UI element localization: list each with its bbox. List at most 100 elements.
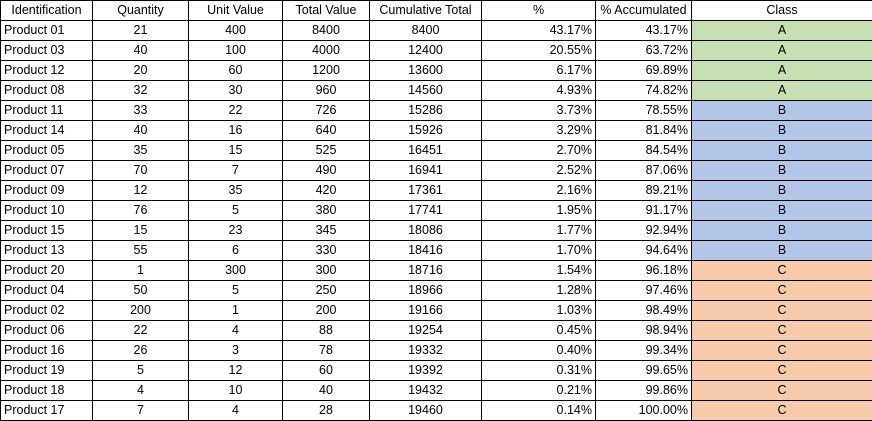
cell-percent-accumulated[interactable]: 43.17% [596, 21, 692, 41]
cell-percent[interactable]: 20.55% [482, 41, 596, 61]
header-percent-accumulated[interactable]: % Accumulated [596, 1, 692, 21]
cell-cumulative-total[interactable]: 18086 [370, 221, 482, 241]
cell-identification[interactable]: Product 06 [1, 321, 93, 341]
cell-cumulative-total[interactable]: 14560 [370, 81, 482, 101]
cell-class[interactable]: B [692, 121, 872, 141]
cell-cumulative-total[interactable]: 19254 [370, 321, 482, 341]
cell-class[interactable]: A [692, 61, 872, 81]
cell-percent[interactable]: 1.54% [482, 261, 596, 281]
cell-unit-value[interactable]: 3 [189, 341, 283, 361]
cell-class[interactable]: B [692, 201, 872, 221]
cell-total-value[interactable]: 200 [283, 301, 370, 321]
cell-identification[interactable]: Product 12 [1, 61, 93, 81]
cell-percent-accumulated[interactable]: 91.17% [596, 201, 692, 221]
cell-unit-value[interactable]: 22 [189, 101, 283, 121]
cell-class[interactable]: B [692, 141, 872, 161]
cell-cumulative-total[interactable]: 13600 [370, 61, 482, 81]
cell-quantity[interactable]: 21 [93, 21, 189, 41]
cell-cumulative-total[interactable]: 17361 [370, 181, 482, 201]
cell-unit-value[interactable]: 12 [189, 361, 283, 381]
cell-class[interactable]: A [692, 41, 872, 61]
cell-percent[interactable]: 2.16% [482, 181, 596, 201]
cell-percent[interactable]: 1.95% [482, 201, 596, 221]
cell-quantity[interactable]: 70 [93, 161, 189, 181]
cell-percent-accumulated[interactable]: 89.21% [596, 181, 692, 201]
cell-total-value[interactable]: 78 [283, 341, 370, 361]
cell-cumulative-total[interactable]: 19166 [370, 301, 482, 321]
cell-class[interactable]: C [692, 381, 872, 401]
cell-cumulative-total[interactable]: 18966 [370, 281, 482, 301]
cell-percent-accumulated[interactable]: 81.84% [596, 121, 692, 141]
cell-identification[interactable]: Product 01 [1, 21, 93, 41]
cell-percent[interactable]: 1.03% [482, 301, 596, 321]
cell-cumulative-total[interactable]: 15926 [370, 121, 482, 141]
cell-quantity[interactable]: 35 [93, 141, 189, 161]
cell-identification[interactable]: Product 18 [1, 381, 93, 401]
cell-identification[interactable]: Product 09 [1, 181, 93, 201]
cell-class[interactable]: B [692, 241, 872, 261]
cell-class[interactable]: B [692, 161, 872, 181]
cell-unit-value[interactable]: 5 [189, 201, 283, 221]
cell-quantity[interactable]: 22 [93, 321, 189, 341]
cell-quantity[interactable]: 200 [93, 301, 189, 321]
cell-class[interactable]: B [692, 101, 872, 121]
cell-percent-accumulated[interactable]: 63.72% [596, 41, 692, 61]
header-unit-value[interactable]: Unit Value [189, 1, 283, 21]
cell-unit-value[interactable]: 6 [189, 241, 283, 261]
cell-percent-accumulated[interactable]: 69.89% [596, 61, 692, 81]
cell-cumulative-total[interactable]: 8400 [370, 21, 482, 41]
cell-total-value[interactable]: 28 [283, 401, 370, 421]
cell-class[interactable]: B [692, 181, 872, 201]
cell-percent-accumulated[interactable]: 92.94% [596, 221, 692, 241]
cell-quantity[interactable]: 40 [93, 41, 189, 61]
cell-identification[interactable]: Product 05 [1, 141, 93, 161]
cell-identification[interactable]: Product 10 [1, 201, 93, 221]
cell-percent[interactable]: 0.21% [482, 381, 596, 401]
cell-quantity[interactable]: 55 [93, 241, 189, 261]
cell-percent-accumulated[interactable]: 84.54% [596, 141, 692, 161]
cell-identification[interactable]: Product 20 [1, 261, 93, 281]
cell-cumulative-total[interactable]: 12400 [370, 41, 482, 61]
cell-class[interactable]: C [692, 261, 872, 281]
cell-cumulative-total[interactable]: 18716 [370, 261, 482, 281]
cell-cumulative-total[interactable]: 19332 [370, 341, 482, 361]
cell-identification[interactable]: Product 19 [1, 361, 93, 381]
cell-identification[interactable]: Product 08 [1, 81, 93, 101]
cell-total-value[interactable]: 4000 [283, 41, 370, 61]
cell-percent-accumulated[interactable]: 99.65% [596, 361, 692, 381]
cell-class[interactable]: C [692, 301, 872, 321]
cell-percent-accumulated[interactable]: 100.00% [596, 401, 692, 421]
cell-percent[interactable]: 1.77% [482, 221, 596, 241]
cell-unit-value[interactable]: 7 [189, 161, 283, 181]
cell-total-value[interactable]: 345 [283, 221, 370, 241]
cell-total-value[interactable]: 490 [283, 161, 370, 181]
cell-class[interactable]: C [692, 281, 872, 301]
cell-percent-accumulated[interactable]: 99.86% [596, 381, 692, 401]
cell-identification[interactable]: Product 16 [1, 341, 93, 361]
cell-total-value[interactable]: 420 [283, 181, 370, 201]
cell-unit-value[interactable]: 23 [189, 221, 283, 241]
cell-percent-accumulated[interactable]: 94.64% [596, 241, 692, 261]
header-class[interactable]: Class [692, 1, 872, 21]
cell-percent-accumulated[interactable]: 98.49% [596, 301, 692, 321]
cell-percent[interactable]: 4.93% [482, 81, 596, 101]
cell-cumulative-total[interactable]: 16451 [370, 141, 482, 161]
cell-identification[interactable]: Product 02 [1, 301, 93, 321]
cell-quantity[interactable]: 40 [93, 121, 189, 141]
cell-quantity[interactable]: 5 [93, 361, 189, 381]
cell-unit-value[interactable]: 100 [189, 41, 283, 61]
cell-quantity[interactable]: 33 [93, 101, 189, 121]
cell-class[interactable]: A [692, 21, 872, 41]
cell-total-value[interactable]: 380 [283, 201, 370, 221]
cell-quantity[interactable]: 20 [93, 61, 189, 81]
cell-identification[interactable]: Product 04 [1, 281, 93, 301]
cell-identification[interactable]: Product 15 [1, 221, 93, 241]
cell-total-value[interactable]: 8400 [283, 21, 370, 41]
cell-total-value[interactable]: 960 [283, 81, 370, 101]
cell-total-value[interactable]: 88 [283, 321, 370, 341]
cell-identification[interactable]: Product 14 [1, 121, 93, 141]
cell-total-value[interactable]: 250 [283, 281, 370, 301]
cell-unit-value[interactable]: 16 [189, 121, 283, 141]
cell-percent-accumulated[interactable]: 74.82% [596, 81, 692, 101]
cell-identification[interactable]: Product 13 [1, 241, 93, 261]
